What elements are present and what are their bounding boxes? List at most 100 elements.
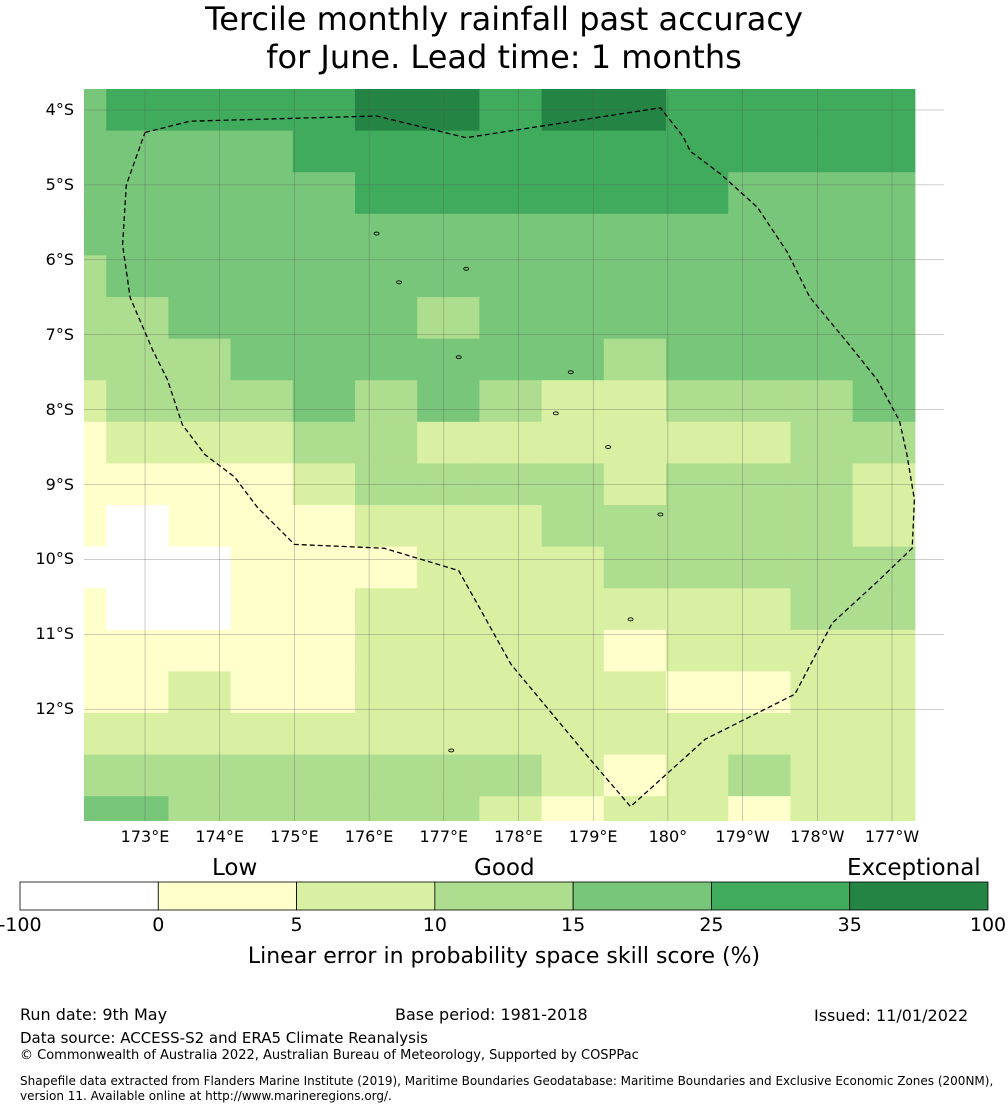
skill-cell <box>417 421 480 464</box>
colorbar-tick-label: 35 <box>837 914 862 936</box>
skill-cell <box>84 130 107 173</box>
skill-cell <box>479 796 543 821</box>
skill-cell <box>230 338 294 381</box>
skill-cell <box>603 255 667 298</box>
longitude-label: 179°W <box>715 827 770 846</box>
latitude-label: 9°S <box>45 474 74 494</box>
skill-cell <box>292 380 356 423</box>
skill-cell <box>541 629 605 672</box>
skill-cell <box>479 629 543 672</box>
skill-cell <box>168 505 232 548</box>
skill-cell <box>790 796 854 821</box>
skill-cell <box>292 421 356 464</box>
skill-cell <box>230 713 294 756</box>
island-outline <box>373 231 380 236</box>
colorbar-tick-label: 10 <box>422 914 447 936</box>
skill-cell <box>355 796 418 821</box>
skill-cell <box>84 588 107 631</box>
skill-cell <box>417 796 480 821</box>
skill-cell <box>230 796 294 821</box>
colorbar-segment <box>572 881 712 911</box>
graticule <box>84 89 944 821</box>
skill-cell <box>230 297 294 340</box>
skill-cell <box>852 505 916 548</box>
longitude-label: 177°W <box>864 827 920 846</box>
skill-cell <box>541 380 605 423</box>
skill-cell <box>292 255 356 298</box>
skill-cell <box>168 421 232 464</box>
skill-cell <box>790 380 854 423</box>
shapefile-credit-2: version 11. Available online at http://w… <box>20 1089 392 1103</box>
skill-cell <box>106 172 169 215</box>
skill-cell <box>603 796 667 821</box>
colorbar-segment <box>711 881 851 911</box>
skill-cell <box>292 546 356 589</box>
skill-cell <box>603 546 667 589</box>
island-outline <box>396 280 402 285</box>
copyright: © Commonwealth of Australia 2022, Austra… <box>20 1048 639 1063</box>
skill-cell <box>790 130 854 173</box>
skill-cell <box>230 172 294 215</box>
skill-cell <box>541 546 605 589</box>
category-label-low: Low <box>212 855 258 881</box>
skill-cell <box>168 380 232 423</box>
latitude-label: 4°S <box>45 100 74 119</box>
skill-cell <box>479 505 543 548</box>
skill-cell <box>790 629 854 672</box>
skill-cell <box>852 338 916 381</box>
skill-cell <box>479 421 543 464</box>
skill-cell <box>106 546 169 589</box>
skill-cell <box>168 671 232 714</box>
colorbar-title: Linear error in probability space skill … <box>247 944 761 969</box>
skill-cell <box>106 255 169 298</box>
skill-cell <box>852 213 916 256</box>
skill-cell <box>292 213 356 256</box>
skill-cell <box>168 338 232 381</box>
skill-cell <box>355 754 418 797</box>
skill-cell <box>666 671 729 714</box>
skill-cell <box>106 713 169 756</box>
skill-cell <box>603 754 667 797</box>
skill-cell <box>541 754 605 797</box>
skill-cell <box>355 130 418 173</box>
skill-grid <box>84 89 916 821</box>
skill-cell <box>355 629 418 672</box>
eez-boundary <box>121 107 916 808</box>
skill-cell <box>541 130 605 173</box>
skill-cell <box>106 505 169 548</box>
skill-cell <box>168 588 232 631</box>
skill-cell <box>84 421 107 464</box>
skill-cell <box>728 130 791 173</box>
skill-cell <box>790 297 854 340</box>
skill-cell <box>230 255 294 298</box>
skill-cell <box>728 297 791 340</box>
skill-cell <box>666 297 729 340</box>
category-label-exceptional: Exceptional <box>847 855 981 881</box>
skill-cell <box>728 421 791 464</box>
skill-cell <box>852 629 916 672</box>
skill-cell <box>417 713 480 756</box>
skill-cell <box>230 754 294 797</box>
skill-cell <box>852 255 916 298</box>
skill-cell <box>728 754 791 797</box>
longitude-label: 173°E <box>120 827 170 846</box>
skill-cell <box>292 588 356 631</box>
skill-cell <box>479 713 543 756</box>
skill-cell <box>852 796 916 821</box>
skill-cell <box>541 338 605 381</box>
skill-cell <box>479 671 543 714</box>
skill-cell <box>230 213 294 256</box>
skill-cell <box>230 588 294 631</box>
island-outline <box>463 266 470 271</box>
category-label-good: Good <box>474 855 535 881</box>
skill-cell <box>479 338 543 381</box>
data-source: Data source: ACCESS-S2 and ERA5 Climate … <box>20 1029 428 1047</box>
colorbar-tick-label: 100 <box>969 914 1007 936</box>
skill-cell <box>790 421 854 464</box>
skill-cell <box>479 380 543 423</box>
island-outline <box>552 411 559 416</box>
skill-cell <box>292 172 356 215</box>
skill-cell <box>541 671 605 714</box>
skill-cell <box>666 588 729 631</box>
base-period: Base period: 1981-2018 <box>395 1005 588 1024</box>
